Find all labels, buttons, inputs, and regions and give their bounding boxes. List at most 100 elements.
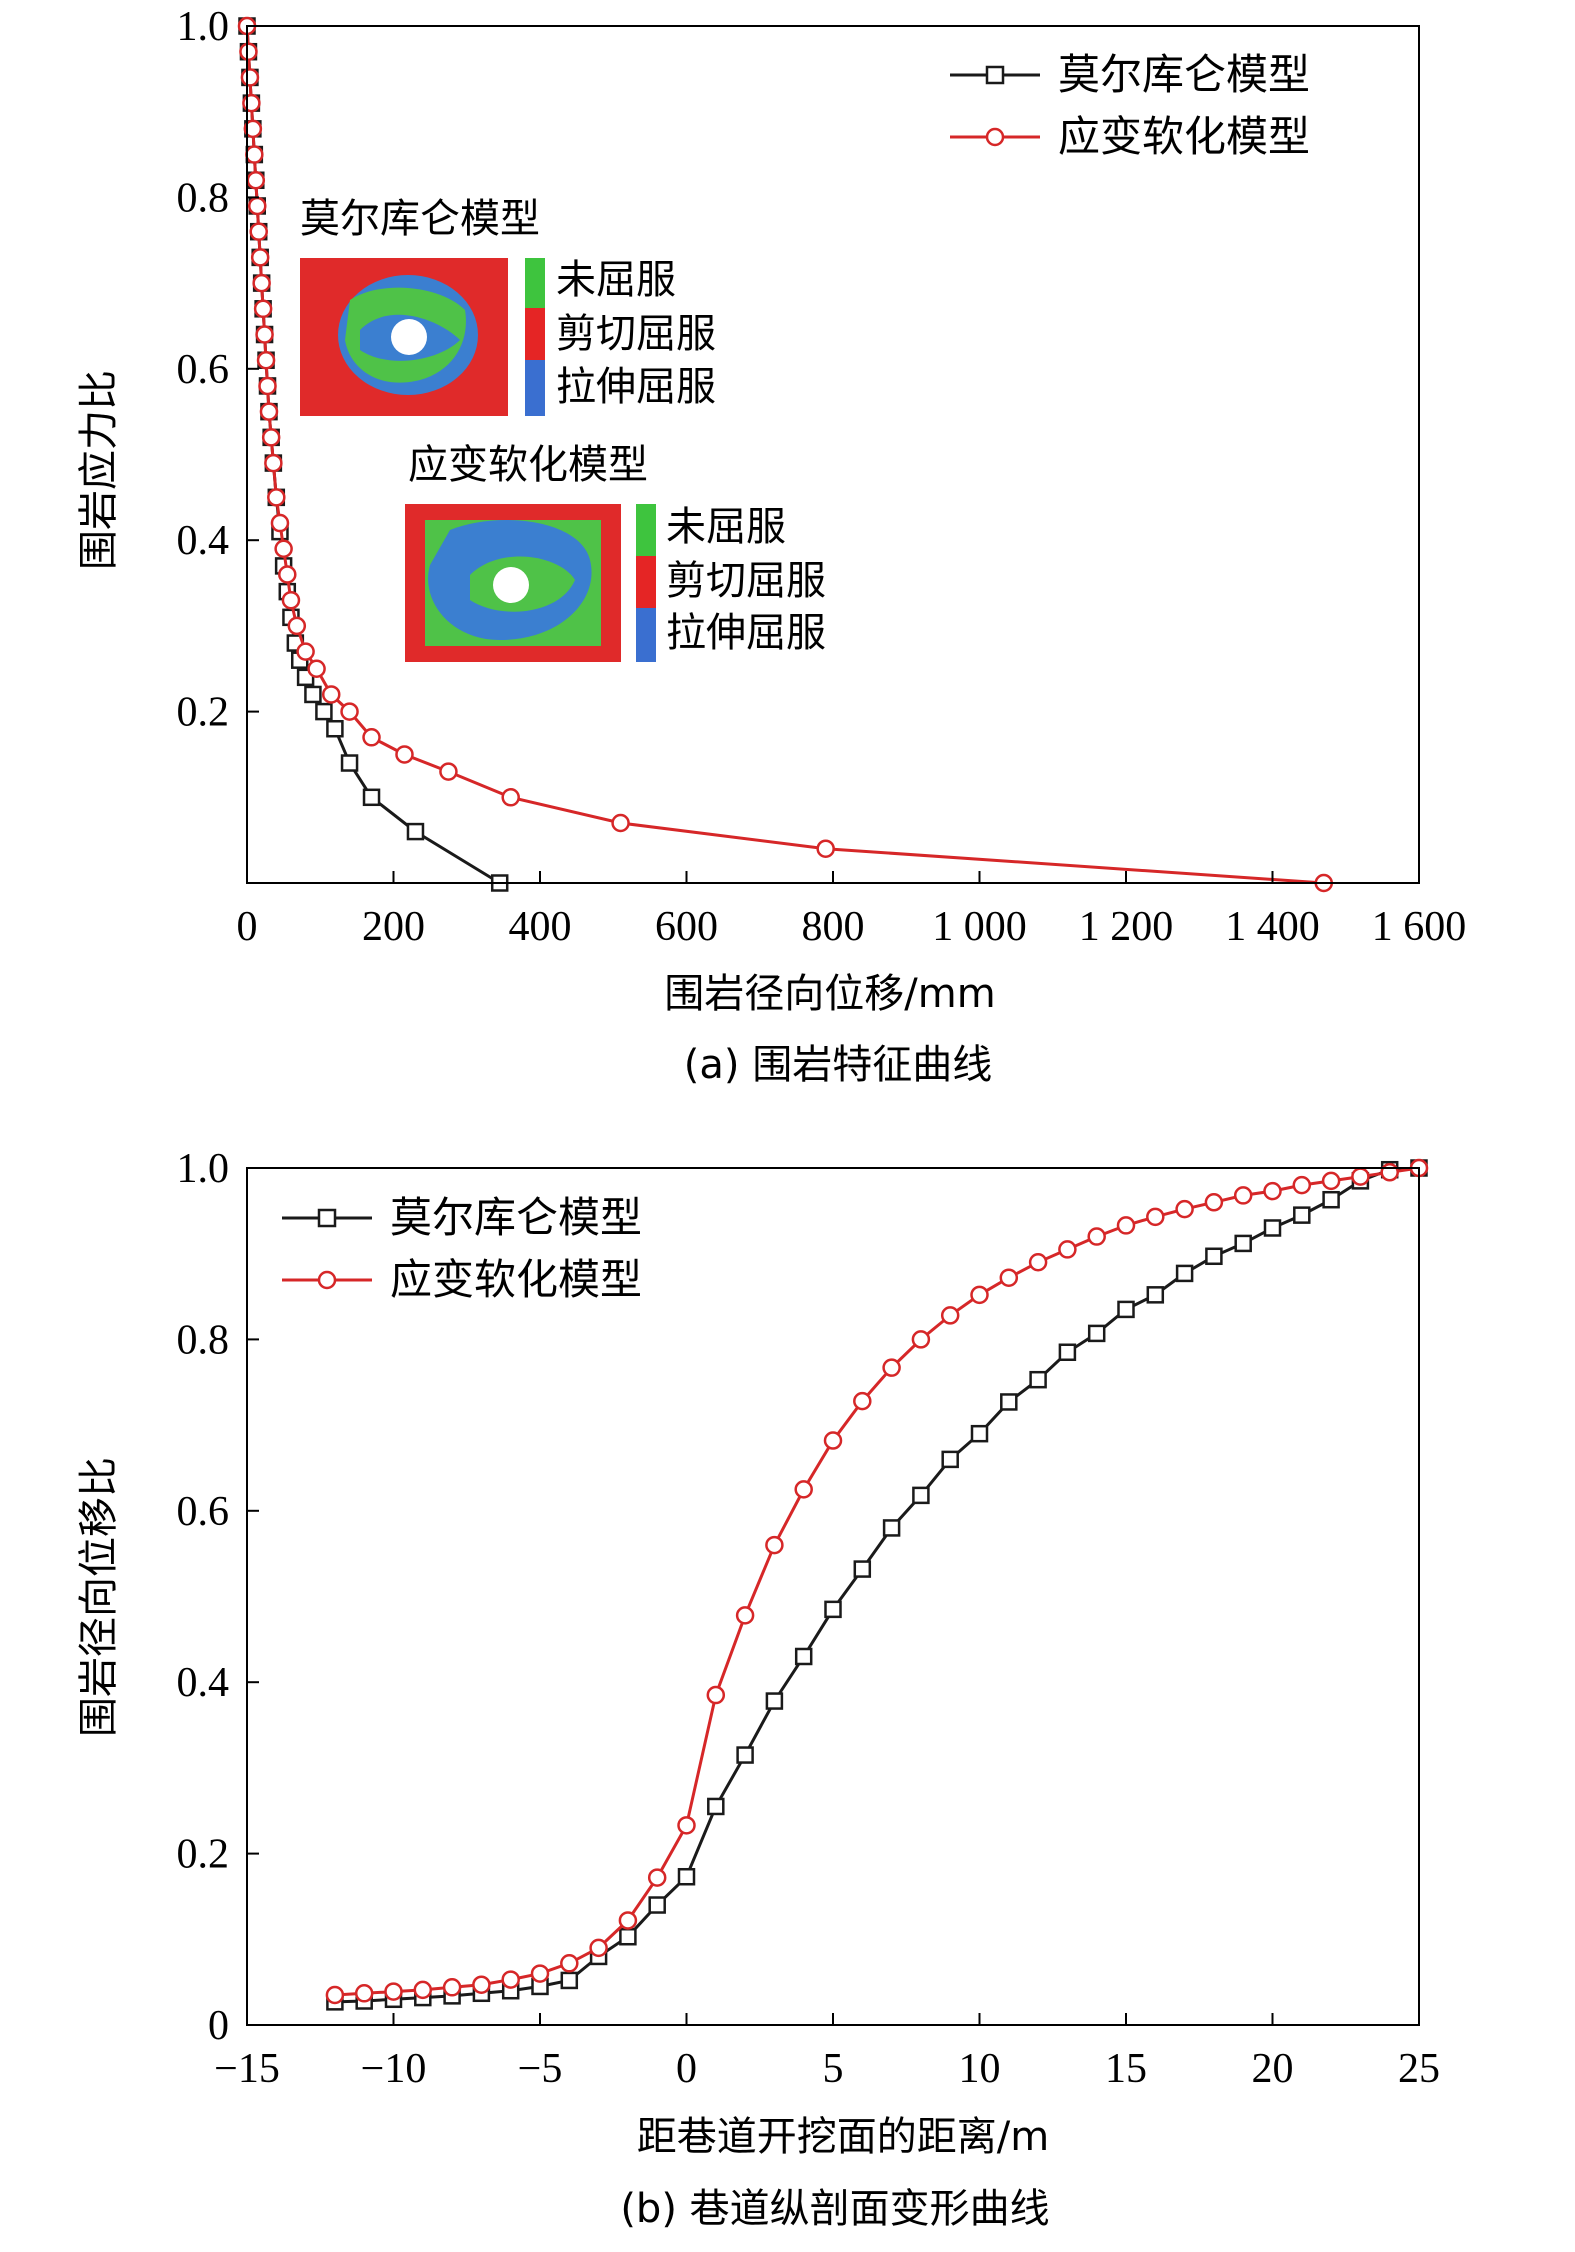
chart-a-point-soft xyxy=(278,565,297,584)
chart-a-point-mohr xyxy=(326,719,344,738)
inset-mohr-legend: 未屈服 剪切屈服 拉伸屈服 xyxy=(525,257,716,416)
chart-a-ytick-label: 0.4 xyxy=(177,518,230,564)
chart-b-point-mohr xyxy=(1293,1206,1311,1224)
chart-a-plot-area xyxy=(237,16,1334,893)
chart-a-xtick-label: 1 400 xyxy=(1225,904,1320,950)
chart-b-point-mohr xyxy=(736,1746,754,1764)
legend-label: 莫尔库仑模型 xyxy=(1058,50,1310,99)
chart-b-point-soft xyxy=(442,1978,462,1997)
chart-b-point-soft xyxy=(999,1268,1019,1287)
chart-a-xtick-label: 800 xyxy=(802,904,865,950)
inset-mohr-legend-unyielded: 未屈服 xyxy=(556,257,676,303)
chart-b-xtick-label: 20 xyxy=(1252,2046,1294,2092)
chart-b-point-soft xyxy=(677,1816,696,1835)
chart-b-point-mohr xyxy=(560,1971,579,1990)
chart-a-point-soft xyxy=(239,42,258,61)
chart-b-point-mohr xyxy=(1205,1247,1223,1266)
chart-b-plot-area xyxy=(325,1158,1429,2011)
chart-a-xtick-label: 0 xyxy=(237,904,258,950)
chart-b-point-mohr xyxy=(882,1519,901,1537)
chart-b-point-soft xyxy=(823,1431,843,1450)
chart-a-point-soft xyxy=(242,93,261,113)
chart-a: 0 200 400 600 800 1 000 1 200 1 400 1 600 0.2 0.4 0… xyxy=(76,4,1466,1088)
chart-a-point-soft xyxy=(439,762,458,781)
chart-b-point-mohr xyxy=(1058,1343,1077,1362)
chart-b-xtick-label: 25 xyxy=(1398,2046,1440,2092)
chart-b-xlabel: 距巷道开挖面的距离/m xyxy=(637,2114,1049,2160)
chart-b-point-soft xyxy=(1175,1199,1194,1219)
chart-a-point-soft xyxy=(267,488,286,507)
legend-swatch-unyielded xyxy=(525,258,545,308)
chart-a-point-soft xyxy=(281,590,301,610)
chart-b-point-soft xyxy=(1028,1253,1048,1272)
chart-a-point-mohr xyxy=(340,754,359,772)
chart-b-point-mohr xyxy=(619,1927,637,1946)
chart-b-point-soft xyxy=(765,1535,784,1555)
chart-a-point-soft xyxy=(501,788,520,807)
chart-b-axes: −15 −10 −5 0 5 10 15 20 25 0 0.2 0.4 0.6 0.8 1.0 莫尔库仑模型… xyxy=(177,1146,1441,2092)
chart-a-point-soft xyxy=(250,248,270,267)
chart-b-point-mohr xyxy=(1263,1219,1282,1237)
chart-a-point-soft xyxy=(287,616,307,636)
chart-b-point-soft xyxy=(1116,1216,1136,1235)
legend-label: 应变软化模型 xyxy=(1058,112,1310,161)
chart-b-legend-mohr: 莫尔库仑模型 xyxy=(282,1193,642,1242)
chart-b-xtick-label: 0 xyxy=(676,2046,697,2092)
chart-b-point-mohr xyxy=(648,1896,666,1914)
chart-a-ytick-label: 0.6 xyxy=(177,347,230,393)
chart-a-xtick-label: 1 200 xyxy=(1079,904,1174,950)
chart-a-xlabel: 围岩径向位移/mm xyxy=(664,971,995,1017)
inset-soft-image xyxy=(405,504,621,662)
chart-a-point-mohr xyxy=(304,685,322,704)
chart-a-point-soft xyxy=(258,376,277,396)
chart-a-point-soft xyxy=(249,222,268,241)
chart-a-xtick-label: 200 xyxy=(362,904,425,950)
chart-b-point-soft xyxy=(735,1606,755,1625)
chart-b-point-mohr xyxy=(1175,1264,1194,1283)
chart-b-xtick-label: −5 xyxy=(518,2046,563,2092)
chart-b-point-mohr xyxy=(707,1797,725,1816)
chart-b-legend-soft: 应变软化模型 xyxy=(282,1255,642,1304)
inset-soft-legend-tension: 拉伸屈服 xyxy=(666,610,826,656)
chart-a-point-soft xyxy=(395,745,414,764)
chart-b-point-soft xyxy=(647,1868,667,1887)
chart-a-ytick-label: 1.0 xyxy=(177,4,230,50)
inset-soft-legend-shear: 剪切屈服 xyxy=(666,558,826,604)
inset-mohr: 莫尔库仑模型 未屈服 剪切屈服 拉伸屈服 xyxy=(300,196,716,416)
chart-b-point-soft xyxy=(501,1970,520,1989)
chart-a-point-soft xyxy=(362,728,381,747)
chart-a-point-soft xyxy=(252,273,271,293)
chart-b-point-soft xyxy=(325,1985,345,2005)
chart-b-point-soft xyxy=(618,1911,638,1930)
chart-b-point-soft xyxy=(354,1984,374,2003)
chart-a-point-soft xyxy=(246,171,266,190)
chart-b-point-soft xyxy=(1292,1175,1312,1195)
chart-b-xtick-label: 10 xyxy=(959,2046,1001,2092)
chart-b-point-soft xyxy=(794,1480,813,1499)
legend-marker xyxy=(317,1208,337,1228)
inset-soft-legend: 未屈服 剪切屈服 拉伸屈服 xyxy=(636,504,826,662)
chart-a-point-soft xyxy=(340,702,359,721)
chart-b-point-mohr xyxy=(1234,1234,1252,1253)
chart-b-xtick-label: −15 xyxy=(214,2046,280,2092)
inset-soft-title: 应变软化模型 xyxy=(408,442,648,488)
legend-label: 莫尔库仑模型 xyxy=(390,1193,642,1242)
chart-b-point-soft xyxy=(1233,1186,1253,1205)
chart-a-point-mohr xyxy=(315,702,333,721)
chart-b-point-mohr xyxy=(824,1600,842,1619)
legend-swatch-tension xyxy=(525,360,545,416)
chart-b-point-soft xyxy=(472,1975,491,1994)
chart-a-ylabel: 围岩应力比 xyxy=(76,370,122,570)
chart-a-ytick-label: 0.2 xyxy=(177,690,230,736)
chart-b-point-soft xyxy=(1204,1193,1224,1212)
chart-b-point-soft xyxy=(413,1980,433,2000)
legend-swatch-tension xyxy=(636,608,656,662)
chart-b-point-mohr xyxy=(1117,1300,1135,1319)
chart-b: −15 −10 −5 0 5 10 15 20 25 0 0.2 0.4 0.6 0.8 1.0 莫尔库仑模型… xyxy=(76,1146,1440,2232)
inset-mohr-image xyxy=(300,258,508,416)
chart-a-legend-mohr: 莫尔库仑模型 xyxy=(950,50,1310,99)
chart-a-point-soft xyxy=(611,813,630,833)
chart-b-point-soft xyxy=(853,1391,872,1411)
chart-b-point-soft xyxy=(589,1938,608,1958)
